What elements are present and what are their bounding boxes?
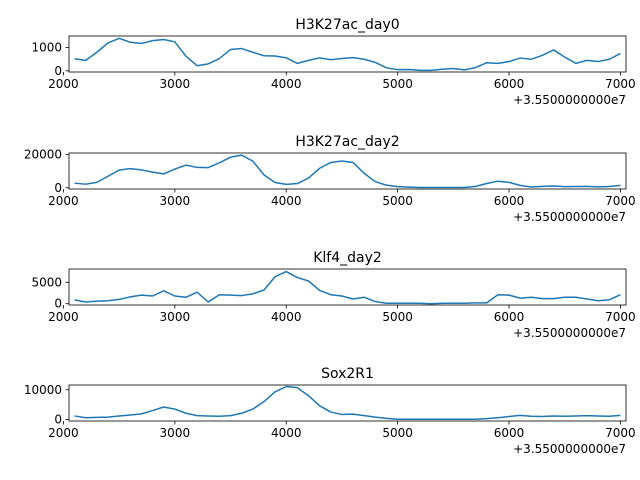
x-tick-label: 5000 (382, 77, 413, 91)
series-line (74, 154, 621, 189)
subplot-title: Klf4_day2 (313, 250, 382, 266)
y-tick-label: 0 (54, 181, 62, 195)
subplot-2: Klf4_day2 2000 3000 4000 5000 6000 7000 0 5000 +3… (31, 250, 635, 340)
x-tick-label: 6000 (494, 194, 525, 208)
subplot-1: H3K27ac_day2 2000 3000 4000 5000 6000 7000 0 200… (24, 134, 636, 224)
x-tick-label: 3000 (160, 194, 191, 208)
subplot-title: Sox2R1 (321, 366, 374, 382)
x-tick-label: 7000 (605, 194, 636, 208)
plot-frame (68, 384, 627, 422)
x-tick-label: 3000 (160, 77, 191, 91)
plot-frame (68, 268, 627, 306)
subplot-0: H3K27ac_day0 2000 3000 4000 5000 6000 7000 0 100… (31, 17, 635, 107)
x-tick-label: 6000 (494, 310, 525, 324)
x-offset-label: +3.5500000000e7 (513, 442, 626, 456)
series-line (74, 37, 621, 72)
y-tick-label: 5000 (31, 275, 62, 289)
series-line (74, 385, 621, 420)
x-tick-label: 4000 (271, 310, 302, 324)
x-tick-label: 5000 (382, 426, 413, 440)
x-tick-label: 4000 (271, 77, 302, 91)
x-tick-label: 3000 (160, 426, 191, 440)
x-tick-label: 7000 (605, 310, 636, 324)
subplot-title: H3K27ac_day2 (295, 134, 399, 150)
x-tick-label: 2000 (48, 194, 79, 208)
plot-frame (68, 152, 627, 190)
x-tick-label: 4000 (271, 194, 302, 208)
y-tick-label: 0 (54, 413, 62, 427)
x-offset-label: +3.5500000000e7 (513, 326, 626, 340)
x-tick-label: 2000 (48, 77, 79, 91)
plot-frame (68, 35, 627, 73)
y-tick-label: 0 (54, 64, 62, 78)
x-tick-label: 5000 (382, 194, 413, 208)
series-line (74, 270, 621, 305)
y-tick-label: 10000 (24, 383, 62, 397)
x-tick-label: 6000 (494, 426, 525, 440)
x-offset-label: +3.5500000000e7 (513, 93, 626, 107)
y-tick-label: 20000 (24, 148, 62, 162)
x-offset-label: +3.5500000000e7 (513, 210, 626, 224)
x-tick-label: 3000 (160, 310, 191, 324)
subplot-title: H3K27ac_day0 (295, 17, 399, 33)
x-tick-label: 7000 (605, 77, 636, 91)
x-tick-label: 4000 (271, 426, 302, 440)
subplot-3: Sox2R1 2000 3000 4000 5000 6000 7000 0 10000 +3.5… (24, 366, 636, 456)
x-tick-label: 7000 (605, 426, 636, 440)
y-tick-label: 0 (54, 297, 62, 311)
x-tick-label: 2000 (48, 310, 79, 324)
x-tick-label: 6000 (494, 77, 525, 91)
y-tick-label: 1000 (31, 41, 62, 55)
x-tick-label: 5000 (382, 310, 413, 324)
x-tick-label: 2000 (48, 426, 79, 440)
